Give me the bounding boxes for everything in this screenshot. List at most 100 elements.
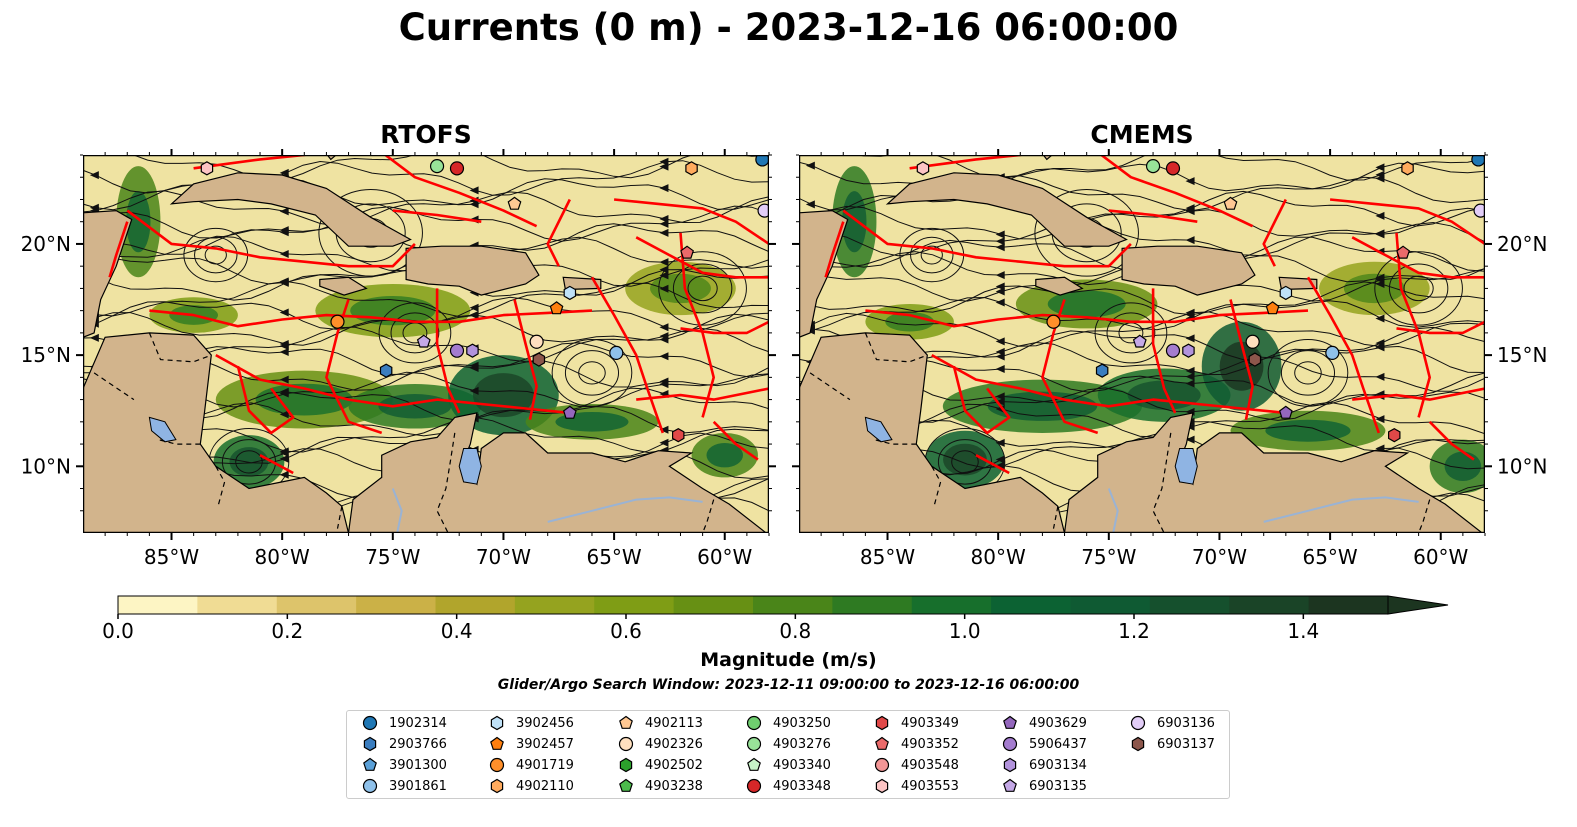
circle-marker-icon [362,778,378,794]
float-marker-4902110[interactable] [685,161,698,176]
hexagon-marker-icon [619,757,633,773]
float-marker-4903349[interactable] [1387,428,1401,443]
float-marker-6903135[interactable] [1132,334,1147,348]
pentagon-marker-icon [1003,715,1017,729]
float-marker-3902457[interactable] [549,301,564,315]
pentagon-marker-icon [619,778,633,792]
float-marker-6903134[interactable] [466,343,479,358]
pentagon-marker-icon [619,715,633,729]
float-marker-4903348[interactable] [449,161,465,176]
cuba-land [169,172,412,247]
float-marker-5906437[interactable] [1165,343,1181,358]
colorbar-segment [1229,596,1310,614]
figure-title: Currents (0 m) - 2023-12-16 06:00:00 [398,6,1179,49]
float-marker-4902113[interactable] [507,196,522,210]
float-marker-4903629[interactable] [1278,405,1293,419]
legend-item-4902502: 4902502 [617,755,703,775]
lon-tick-label: 70°W [476,545,531,569]
cuba-land [885,172,1128,247]
float-marker-5906437[interactable] [449,343,465,358]
colorbar-segment [832,596,913,614]
float-marker-4903349[interactable] [671,428,685,443]
pentagon-marker-icon [363,757,377,771]
circle-marker-icon [1130,715,1146,731]
float-marker-3902456[interactable] [563,285,577,301]
lat-tick-label: 20°N [1497,232,1547,256]
float-marker-6903136[interactable] [757,203,769,218]
float-marker-4903348[interactable] [1165,161,1181,176]
float-marker-6903137[interactable] [1248,352,1262,367]
float-legend: 1902314 2903766 3901300 3901861 3902456 39024… [346,710,1230,799]
hexagon-marker-icon [490,778,504,794]
pentagon-marker-icon [490,736,504,750]
float-marker-2903766[interactable] [379,363,393,378]
float-marker-4902110[interactable] [1401,161,1414,176]
central-america-land [83,332,350,533]
lon-tick-label: 75°W [1081,545,1136,569]
float-marker-3901861[interactable] [1325,345,1340,360]
legend-label: 3901861 [389,778,447,794]
colorbar: 0.0 0.2 0.4 0.6 0.8 1.0 1.2 1.4 [102,595,1449,643]
colorbar-segment [197,596,278,614]
circle-marker-icon [362,715,378,731]
float-marker-4902326[interactable] [1245,334,1260,349]
float-marker-6903136[interactable] [1473,203,1485,218]
country-borders [809,332,1431,533]
float-marker-4902113[interactable] [1223,196,1238,210]
circle-marker-icon [746,736,762,752]
float-marker-4903553[interactable] [916,161,930,176]
float-marker-4903553[interactable] [200,161,214,176]
float-markers [916,155,1485,443]
float-marker-6903135[interactable] [416,334,431,348]
legend-item-4903629: 4903629 [1001,713,1087,733]
legend-label: 4903629 [1029,715,1087,731]
legend-label: 4903250 [773,715,831,731]
legend-label: 4903553 [901,778,959,794]
hexagon-marker-icon [1131,736,1145,752]
legend-label: 5906437 [1029,736,1087,752]
legend-item-6903136: 6903136 [1129,713,1215,733]
legend-label: 3902456 [516,715,574,731]
lon-tick-label: 65°W [1302,545,1357,569]
float-marker-4901719[interactable] [1046,314,1061,329]
circle-marker-icon [618,736,634,752]
speed-field [832,166,1485,493]
map-panel-rtofs[interactable] [83,155,769,533]
map-axes: 85°W 80°W 75°W 70°W 65°W 60°W 10°N 15°N 20°N 85°W… [21,149,1547,569]
float-marker-4902326[interactable] [529,334,544,349]
lat-tick-label: 15°N [21,343,71,367]
float-marker-4903629[interactable] [562,405,577,419]
float-marker-2903766[interactable] [1095,363,1109,378]
colorbar-segment [1070,596,1151,614]
float-marker-4903352[interactable] [680,245,695,259]
legend-item-3901861: 3901861 [361,776,447,796]
legend-item-1902314: 1902314 [361,713,447,733]
float-marker-6903137[interactable] [532,352,546,367]
legend-item-4902113: 4902113 [617,713,703,733]
panel-title-cmems: CMEMS [1090,120,1194,149]
legend-label: 3902457 [516,736,574,752]
hexagon-marker-icon [1003,757,1017,773]
colorbar-segment [356,596,436,614]
legend-label: 6903136 [1157,715,1215,731]
legend-item-3901300: 3901300 [361,755,447,775]
float-marker-4903352[interactable] [1396,245,1411,259]
legend-item-4903548: 4903548 [873,755,959,775]
float-marker-4903276[interactable] [429,159,445,174]
float-marker-3901861[interactable] [609,345,624,360]
colorbar-segment [1149,596,1230,614]
lake-maracaibo [458,448,482,485]
float-marker-6903134[interactable] [1182,343,1195,358]
colorbar-tick-label: 1.4 [1287,619,1319,643]
hexagon-marker-icon [875,715,889,731]
float-marker-3902457[interactable] [1265,301,1280,315]
legend-label: 4903340 [773,757,831,773]
legend-label: 4902113 [645,715,703,731]
jamaica-land [1035,276,1084,296]
float-marker-3902456[interactable] [1279,285,1293,301]
lake-nicaragua [864,416,893,443]
float-marker-4901719[interactable] [330,314,345,329]
float-marker-4903276[interactable] [1145,159,1161,174]
map-panel-cmems[interactable] [799,155,1485,533]
float-markers [200,155,769,443]
